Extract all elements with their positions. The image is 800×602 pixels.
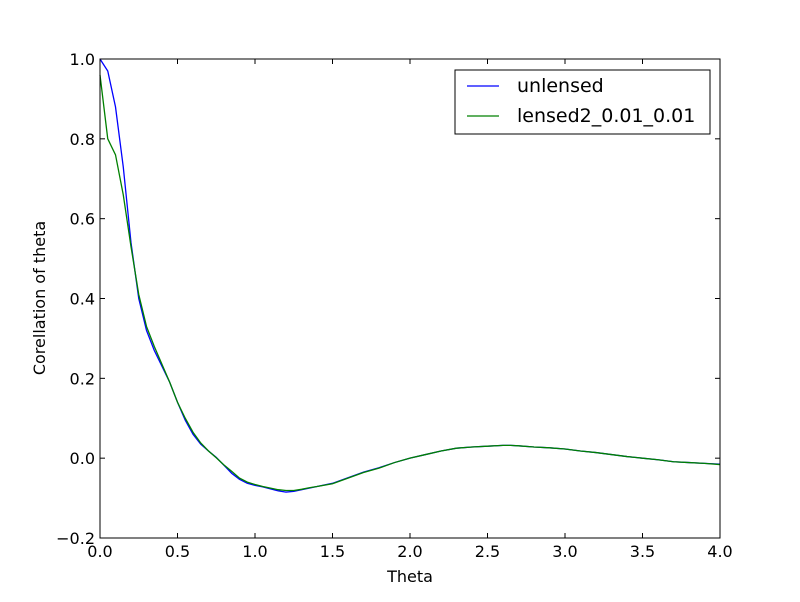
tick-layer: 0.0 0.5 1.0 1.5 2.0 2.5 3.0 3.5 4.0−0.20.00.20.4… [56,50,733,561]
x-tick-label: 1.5 [320,542,345,561]
x-tick-label: 3.0 [552,542,577,561]
series-layer [99,58,721,493]
x-tick-label: 1.0 [242,542,267,561]
y-tick-label: 0.6 [70,210,95,229]
legend-frame [454,69,711,135]
y-tick-label: 0.4 [70,290,95,309]
y-tick-label: 0.8 [70,130,95,149]
legend-label-lensed: lensed2_0.01_0.01 [517,105,695,127]
y-axis-label: Corellation of theta [30,221,49,375]
x-tick-label: 0.0 [87,542,112,561]
x-axis-label: Theta [386,567,433,586]
x-tick-label: 2.5 [475,542,500,561]
y-tick-label: 1.0 [70,50,95,69]
legend-label-unlensed: unlensed [517,75,604,97]
y-tick-label: 0.2 [70,369,95,388]
legend: unlensed lensed2_0.01_0.01 [454,69,711,135]
x-tick-label: 0.5 [165,542,190,561]
y-tick-label: −0.2 [56,529,95,548]
x-tick-label: 4.0 [707,542,732,561]
y-tick-label: 0.0 [70,449,95,468]
x-tick-label: 3.5 [630,542,655,561]
series-line-lensed2-0-01-0-01 [99,74,721,492]
x-tick-label: 2.0 [397,542,422,561]
